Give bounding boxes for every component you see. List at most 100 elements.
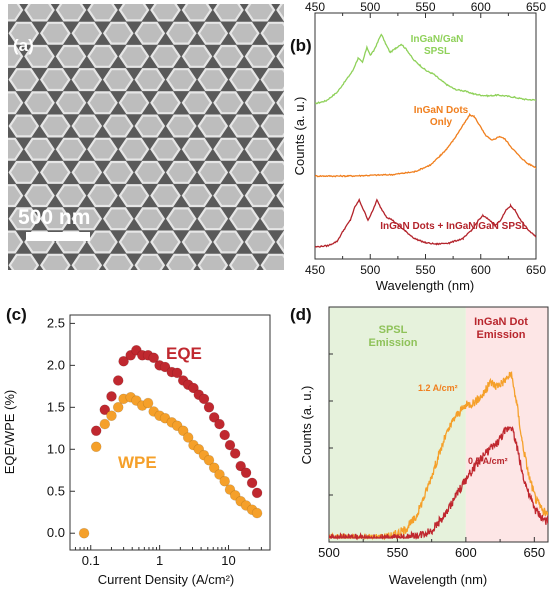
hexagon (276, 91, 284, 115)
point-eqe (251, 487, 263, 499)
hexagon (150, 137, 181, 161)
hexagon (118, 4, 150, 22)
scale-bar (26, 232, 90, 241)
hexagon (260, 253, 284, 270)
panel-b-ylabel: Counts (a. u.) (292, 97, 307, 176)
point-eqe (208, 412, 220, 423)
panel-d-region-0 (329, 307, 466, 542)
series-label-1p2: 1.2 A/cm² (418, 383, 458, 393)
annotation-green-line2: SPSL (424, 46, 450, 57)
hexagon (228, 21, 260, 45)
point-wpe (251, 507, 263, 519)
hexagon (134, 253, 166, 270)
panel-b-top-xtick-label: 550 (415, 0, 435, 14)
hexagon (213, 44, 244, 68)
point-eqe (229, 448, 241, 459)
hexagon (183, 278, 211, 299)
hexagon (325, 116, 353, 137)
hexagon (55, 137, 87, 161)
point-eqe (224, 439, 236, 451)
hexagon (165, 114, 197, 138)
hexagon (26, 278, 54, 299)
hexagon (71, 160, 103, 184)
hexagon (102, 68, 134, 92)
panel-c-ytick-label: 2.0 (47, 357, 65, 372)
panel-b-xtick-label: 650 (526, 263, 546, 277)
hexagon (197, 68, 229, 92)
hexagon (260, 21, 284, 45)
hexagon (8, 184, 24, 208)
panel-d-xtick-label: 500 (318, 545, 340, 560)
point-eqe (203, 401, 215, 413)
hexagon (278, 278, 306, 299)
point-wpe (142, 397, 154, 409)
panel-c-xtick-label: 1 (156, 553, 163, 568)
hexagon (8, 91, 24, 115)
panel-b-top-xtick-label: 600 (471, 0, 491, 14)
panel-b-xlabel: Wavelength (nm) (376, 278, 475, 293)
hexagon (0, 255, 6, 276)
hexagon (39, 160, 71, 184)
hexagon (228, 207, 260, 231)
hexagon (244, 137, 276, 161)
point-wpe (208, 462, 220, 474)
panel-c-xtick-label: 0.1 (82, 553, 100, 568)
panel-d-series-1 (329, 426, 548, 541)
hexagon (39, 253, 71, 270)
panel-d-xtick-label: 600 (455, 545, 477, 560)
hexagon (24, 4, 55, 22)
hexagon (181, 137, 213, 161)
hexagon (8, 21, 40, 45)
hexagon (8, 114, 40, 138)
point-eqe (219, 429, 230, 441)
panel-d-regions (329, 307, 548, 542)
hexagon (8, 230, 24, 254)
panel-c-chart: 0.0 0.5 1.0 1.5 2.0 2.5 0.1 1 10 (c) EQE WPE Cur… (2, 305, 271, 587)
hexagon (244, 44, 276, 68)
hexagon (293, 69, 321, 90)
hexagon (8, 4, 24, 22)
panel-c-xlabel: Current Density (A/cm²) (98, 572, 235, 587)
panel-d-ticks: 500 550 600 650 (318, 353, 545, 560)
hexagon (8, 253, 40, 270)
hexagon (244, 4, 276, 22)
hexagon (150, 4, 181, 22)
hexagon (102, 160, 134, 184)
hexagon (228, 160, 260, 184)
point-eqe (90, 425, 102, 437)
panel-b-label: (b) (290, 36, 312, 55)
hexagon (118, 184, 150, 208)
hexagon (134, 68, 166, 92)
hexagon (309, 46, 337, 67)
hexagon (102, 253, 134, 270)
hexagon (134, 160, 166, 184)
panel-a-label: (a) (13, 36, 34, 55)
scale-bar-label: 500 nm (18, 206, 90, 229)
hexagon (150, 184, 181, 208)
hexagon (181, 4, 213, 22)
hexagon (150, 91, 181, 115)
panel-c-ytick-label: 0.5 (47, 483, 65, 498)
hexagon (71, 253, 103, 270)
hexagon (89, 278, 117, 299)
point-wpe (219, 475, 230, 487)
panel-b-series-orange (315, 112, 536, 178)
hexagon (325, 23, 353, 44)
hexagon (134, 207, 166, 231)
hexagon (55, 44, 87, 68)
point-wpe (112, 401, 124, 413)
panel-b-xtick-label: 500 (360, 263, 380, 277)
hexagon (165, 160, 197, 184)
hexagon (39, 21, 71, 45)
panel-c-ticks: 0.0 0.5 1.0 1.5 2.0 2.5 0.1 1 10 (47, 315, 262, 568)
hexagon (276, 184, 284, 208)
hexagon (197, 114, 229, 138)
hexagon (215, 278, 243, 299)
hexagon (213, 184, 244, 208)
panel-c-frame (69, 314, 271, 551)
region-dot-line2: Emission (477, 329, 526, 341)
hexagon (325, 162, 353, 183)
hexagon (213, 4, 244, 22)
hexagon (165, 253, 197, 270)
